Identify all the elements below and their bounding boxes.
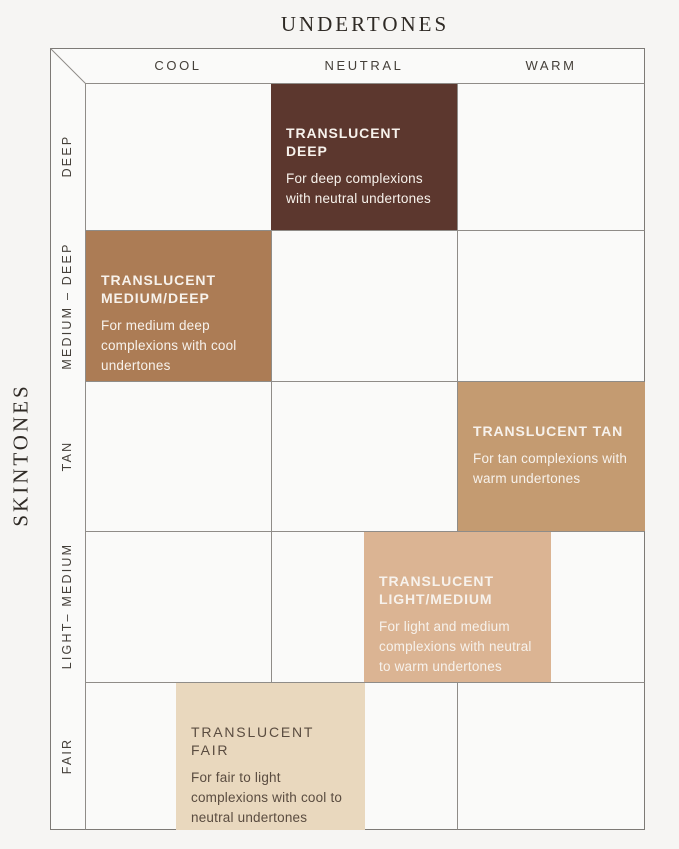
product-description: For deep complexions with neutral undert…	[286, 171, 431, 206]
row-header-fair: FAIR	[60, 737, 74, 775]
product-description: For tan complexions with warm undertones	[473, 451, 628, 486]
skintones-axis-title: SKINTONES	[8, 383, 33, 527]
column-header-neutral: NEUTRAL	[324, 58, 404, 73]
product-name: TRANSLUCENT FAIR	[191, 724, 315, 759]
column-header-cool: COOL	[154, 58, 202, 73]
product-name: TRANSLUCENT TAN	[473, 423, 624, 439]
product-name: TRANSLUCENT MEDIUM/DEEP	[101, 272, 216, 307]
row-header-tan: TAN	[60, 440, 74, 472]
cell-translucent-tan: TRANSLUCENT TAN For tan complexions with…	[458, 382, 645, 531]
product-name: TRANSLUCENT LIGHT/MEDIUM	[379, 573, 494, 608]
product-description: For medium deep complexions with cool un…	[101, 318, 237, 373]
column-header-warm: WARM	[525, 58, 577, 73]
product-description: For light and medium complexions with ne…	[379, 619, 532, 674]
cell-translucent-medium-deep: TRANSLUCENT MEDIUM/DEEP For medium deep …	[86, 231, 271, 381]
product-description: For fair to light complexions with cool …	[191, 770, 343, 825]
cell-translucent-fair: TRANSLUCENT FAIR For fair to light compl…	[176, 683, 365, 830]
product-name: TRANSLUCENT DEEP	[286, 125, 401, 160]
row-header-deep: DEEP	[60, 134, 74, 178]
row-header-medium-deep: MEDIUM – DEEP	[60, 242, 74, 370]
row-header-light-medium: LIGHT– MEDIUM	[60, 542, 74, 670]
cell-translucent-deep: TRANSLUCENT DEEP For deep complexions wi…	[271, 84, 457, 230]
cell-translucent-light-medium: TRANSLUCENT LIGHT/MEDIUM For light and m…	[364, 532, 551, 682]
undertones-axis-title: UNDERTONES	[280, 12, 450, 36]
